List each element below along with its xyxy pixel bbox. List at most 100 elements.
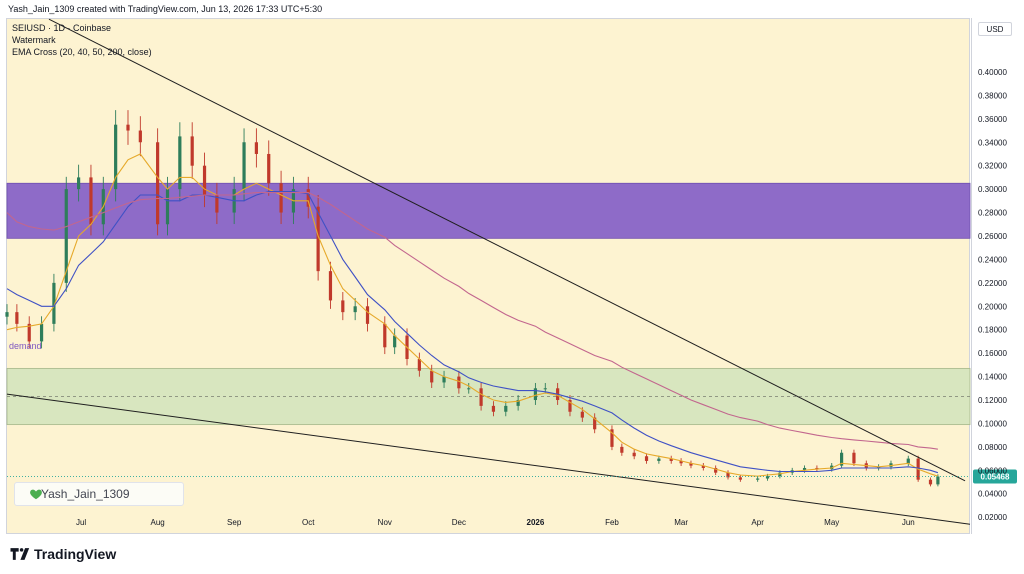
candle-body <box>669 458 673 461</box>
x-tick-label: Aug <box>151 518 165 527</box>
candle-body <box>242 142 246 190</box>
candle-body <box>679 460 683 464</box>
y-tick-label: 0.10000 <box>978 419 1007 428</box>
x-tick-label: Dec <box>452 518 466 527</box>
candle-body <box>393 335 397 348</box>
candle-body <box>165 189 170 225</box>
zones-layer <box>6 182 971 426</box>
symbol-title[interactable]: SEIUSD · 1D · Coinbase <box>12 23 112 33</box>
candle-body <box>580 411 584 418</box>
watermark-indicator-label[interactable]: Watermark <box>12 35 56 45</box>
candle-body <box>254 142 258 154</box>
x-axis-labels: Jul Aug Sep Oct Nov Dec 2026 Feb Mar Apr May Jun <box>76 518 915 527</box>
candle-body <box>632 452 636 457</box>
y-tick-label: 0.24000 <box>978 255 1007 264</box>
candle-body <box>701 465 705 468</box>
watermark-text: Yash_Jain_1309 <box>41 487 130 501</box>
candle-body <box>215 194 219 213</box>
candle-body <box>5 312 9 317</box>
trendlines-layer <box>6 18 971 525</box>
candle-body <box>906 458 910 464</box>
y-tick-label: 0.18000 <box>978 326 1007 335</box>
chart-credit-line: Yash_Jain_1309 created with TradingView.… <box>8 4 323 14</box>
y-tick-label: 0.28000 <box>978 209 1007 218</box>
y-tick-label: 0.26000 <box>978 232 1007 241</box>
candle-body <box>620 446 624 453</box>
candle-body <box>328 271 333 301</box>
candle-body <box>178 136 182 190</box>
candle-body <box>341 300 345 313</box>
candle-body <box>267 153 271 184</box>
candle-body <box>27 323 31 342</box>
candle-body <box>778 472 782 477</box>
ema-line-ema20 <box>6 153 939 477</box>
y-tick-label: 0.30000 <box>978 185 1007 194</box>
y-tick-label: 0.04000 <box>978 490 1007 499</box>
y-tick-label: 0.14000 <box>978 373 1007 382</box>
y-tick-label: 0.34000 <box>978 138 1007 147</box>
x-tick-label: Jun <box>902 518 915 527</box>
candle-body <box>765 476 770 479</box>
candle-body <box>726 472 730 478</box>
candle-body <box>516 400 520 406</box>
candle-body <box>852 452 856 464</box>
candle-body <box>467 388 471 390</box>
demand-zone-label: demand <box>9 341 42 351</box>
candle-body <box>316 206 320 272</box>
green-heart-icon <box>30 489 42 500</box>
candle-body <box>279 183 283 213</box>
last-price-value: 0.05468 <box>981 473 1010 482</box>
candle-body <box>52 282 56 324</box>
candle-body <box>657 458 661 461</box>
watermark-box: Yash_Jain_1309 <box>14 482 184 506</box>
x-tick-label: Mar <box>674 518 688 527</box>
candle-body <box>353 306 357 313</box>
candle-body <box>644 456 649 461</box>
candle-body <box>126 124 130 131</box>
candle-body <box>936 476 940 485</box>
candle-body <box>840 452 844 466</box>
tradingview-brand[interactable]: TradingView <box>34 546 117 562</box>
candle-body <box>877 466 881 468</box>
x-tick-label: Apr <box>751 518 764 527</box>
currency-button[interactable]: USD <box>978 22 1012 36</box>
candle-body <box>15 312 19 324</box>
candle-body <box>89 177 93 225</box>
y-axis-labels: 0.40000 0.38000 0.36000 0.34000 0.32000 0.300… <box>978 68 1007 522</box>
candle-body <box>190 136 194 166</box>
y-tick-label: 0.38000 <box>978 91 1007 100</box>
y-tick-label: 0.12000 <box>978 396 1007 405</box>
last-price-badge <box>973 469 1017 484</box>
candle-body <box>430 370 434 383</box>
chart-legend: SEIUSD · 1D · Coinbase Watermark EMA Cro… <box>12 22 152 58</box>
candle-body <box>568 400 572 412</box>
y-tick-label: 0.16000 <box>978 349 1007 358</box>
candle-body <box>417 359 421 371</box>
candle-body <box>543 388 547 390</box>
y-tick-label: 0.40000 <box>978 68 1007 77</box>
x-tick-label: Feb <box>605 518 619 527</box>
y-tick-label: 0.06000 <box>978 466 1007 475</box>
candle-body <box>457 376 461 389</box>
candle-body <box>138 130 142 143</box>
x-tick-label: Sep <box>227 518 242 527</box>
y-tick-label: 0.02000 <box>978 513 1007 522</box>
chart-plot-area[interactable] <box>6 18 970 534</box>
candle-body <box>114 124 118 190</box>
tradingview-logo-icon[interactable] <box>10 547 32 561</box>
ema-line-ema200 <box>6 192 938 450</box>
y-tick-label: 0.22000 <box>978 279 1007 288</box>
x-tick-label: Nov <box>378 518 392 527</box>
candle-body <box>593 417 597 430</box>
y-tick-label: 0.32000 <box>978 162 1007 171</box>
candle-body <box>738 477 742 480</box>
ema-cross-indicator-label[interactable]: EMA Cross (20, 40, 50, 200, close) <box>12 47 152 57</box>
candle-body <box>39 323 44 342</box>
price-axis[interactable] <box>971 18 1018 534</box>
y-tick-label: 0.20000 <box>978 302 1007 311</box>
candle-body <box>202 165 207 195</box>
candle-body <box>533 388 538 401</box>
candle-body <box>802 467 807 471</box>
ema-layer <box>6 153 939 477</box>
